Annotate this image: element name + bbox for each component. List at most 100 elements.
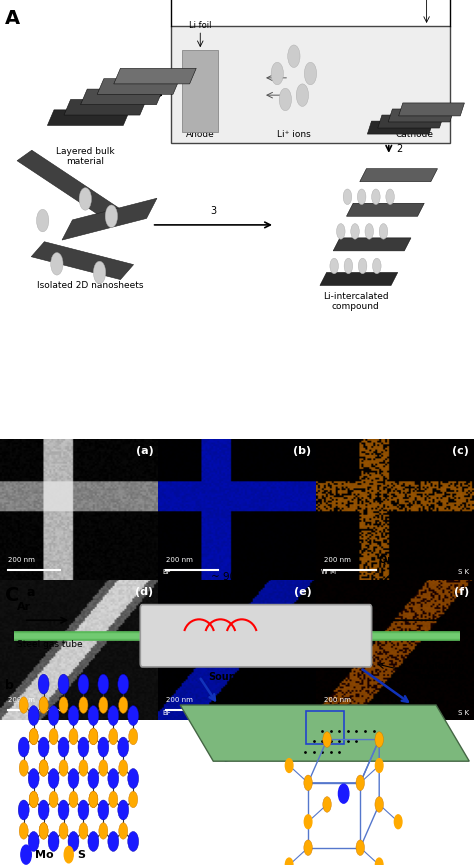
Text: b: b <box>5 679 14 692</box>
Circle shape <box>58 800 69 820</box>
Text: 3: 3 <box>210 206 216 216</box>
Text: 1: 1 <box>149 76 155 86</box>
Circle shape <box>109 791 118 808</box>
Circle shape <box>88 831 99 851</box>
Circle shape <box>78 737 89 757</box>
Text: Anode: Anode <box>186 131 215 139</box>
Circle shape <box>351 223 359 239</box>
Text: (e): (e) <box>293 586 311 597</box>
Circle shape <box>19 759 28 776</box>
Circle shape <box>128 791 138 808</box>
Circle shape <box>323 797 331 812</box>
Circle shape <box>59 697 68 714</box>
Circle shape <box>356 775 365 791</box>
Circle shape <box>29 791 38 808</box>
Text: a: a <box>26 586 35 599</box>
Circle shape <box>394 815 402 829</box>
Circle shape <box>304 62 317 85</box>
Text: (b): (b) <box>293 446 311 456</box>
Polygon shape <box>399 103 465 116</box>
Circle shape <box>28 706 39 726</box>
Circle shape <box>19 823 28 839</box>
Circle shape <box>304 775 312 791</box>
Text: 2: 2 <box>396 144 402 154</box>
Circle shape <box>69 791 78 808</box>
Polygon shape <box>367 121 433 134</box>
FancyBboxPatch shape <box>171 26 450 143</box>
Circle shape <box>79 697 88 714</box>
Text: Li-intercalated
compound: Li-intercalated compound <box>323 292 388 311</box>
Circle shape <box>99 759 108 776</box>
Circle shape <box>28 831 39 851</box>
Polygon shape <box>62 198 157 240</box>
Text: 200 nm: 200 nm <box>324 557 351 562</box>
Circle shape <box>48 706 59 726</box>
Circle shape <box>58 674 69 694</box>
Circle shape <box>48 831 59 851</box>
Polygon shape <box>388 109 454 122</box>
Circle shape <box>271 62 283 85</box>
Circle shape <box>49 791 58 808</box>
Text: (c): (c) <box>452 446 469 456</box>
Circle shape <box>99 697 108 714</box>
Circle shape <box>99 823 108 839</box>
Text: 200 nm: 200 nm <box>324 697 351 703</box>
Text: Quartz tube: Quartz tube <box>379 554 445 565</box>
Circle shape <box>21 845 31 864</box>
Polygon shape <box>17 151 121 220</box>
Circle shape <box>373 258 381 273</box>
Circle shape <box>39 697 48 714</box>
Text: 200 nm: 200 nm <box>166 697 193 703</box>
Circle shape <box>118 759 128 776</box>
Circle shape <box>357 189 366 204</box>
Text: c: c <box>408 740 415 753</box>
Circle shape <box>79 759 88 776</box>
Polygon shape <box>97 79 180 94</box>
Circle shape <box>344 258 353 273</box>
Circle shape <box>338 784 349 803</box>
Circle shape <box>39 823 48 839</box>
Circle shape <box>128 831 138 851</box>
Circle shape <box>337 223 345 239</box>
Circle shape <box>68 768 79 789</box>
Circle shape <box>108 831 118 851</box>
Text: Li foil: Li foil <box>189 22 211 30</box>
FancyBboxPatch shape <box>182 50 218 132</box>
Polygon shape <box>360 169 438 182</box>
Text: W M: W M <box>321 710 336 716</box>
Circle shape <box>29 728 38 745</box>
Circle shape <box>51 253 63 275</box>
Text: (d): (d) <box>135 586 153 597</box>
Polygon shape <box>378 115 444 128</box>
Circle shape <box>128 728 138 745</box>
Circle shape <box>78 800 89 820</box>
Text: ~ 900 °C, 20 Torr: ~ 900 °C, 20 Torr <box>211 572 301 582</box>
Circle shape <box>48 768 59 789</box>
Circle shape <box>105 205 118 227</box>
Circle shape <box>285 858 293 865</box>
Circle shape <box>323 732 331 747</box>
Text: Insulating
Substrate: Insulating Substrate <box>413 662 465 681</box>
Circle shape <box>19 697 28 714</box>
Text: ~650 °C: ~650 °C <box>318 627 356 636</box>
Polygon shape <box>333 238 411 251</box>
Circle shape <box>29 728 38 745</box>
Circle shape <box>39 759 48 776</box>
Circle shape <box>79 188 91 210</box>
Circle shape <box>38 674 49 694</box>
Circle shape <box>330 258 338 273</box>
Polygon shape <box>346 203 424 216</box>
Circle shape <box>304 840 312 855</box>
Polygon shape <box>180 705 469 761</box>
Circle shape <box>18 800 29 820</box>
Circle shape <box>59 823 68 839</box>
Circle shape <box>29 791 38 808</box>
Text: S: S <box>77 849 85 860</box>
Text: (a): (a) <box>136 446 153 456</box>
Text: W M: W M <box>321 569 336 575</box>
Circle shape <box>128 768 138 789</box>
Circle shape <box>356 840 365 855</box>
Text: Ar: Ar <box>17 601 31 612</box>
Circle shape <box>64 846 73 863</box>
Circle shape <box>109 728 118 745</box>
